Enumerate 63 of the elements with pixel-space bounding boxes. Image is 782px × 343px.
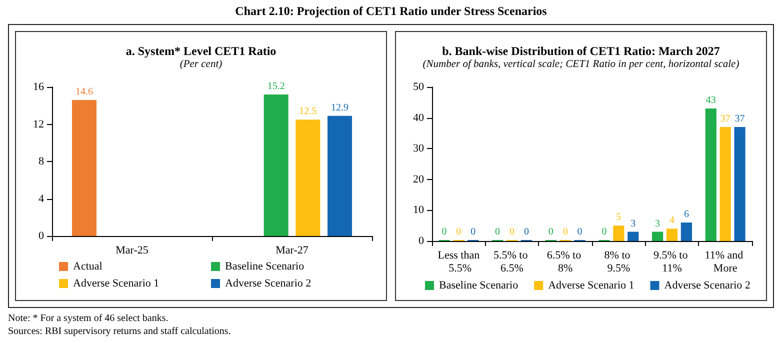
y-tick-label: 12 [33,118,44,130]
x-tick-label: 11% and More [704,250,746,274]
y-tick-label: 50 [413,81,424,93]
data-label: 4 [670,215,674,226]
data-label: 0 [442,226,447,238]
data-label: 0 [470,226,476,238]
x-tick-label: Mar-25 [116,244,149,256]
chart-subtitle: (Number of banks, vertical scale; CET1 Ratio in per cent, horizontal scale) [422,59,740,70]
data-label: 0 [510,226,514,238]
bar [613,226,624,241]
y-tick-label: 30 [413,142,424,155]
legend-label: Adverse Scenario 1 [73,278,160,290]
y-tick-label: 4 [38,192,44,205]
data-label: 0 [577,226,582,238]
bar [652,232,664,241]
y-tick-label: 8 [38,156,44,168]
x-tick-label: 5.5% to 6.5% [494,250,530,274]
y-tick-label: 0 [418,235,424,247]
text: Note: * For a system of 46 select banks. [8,312,170,325]
chart-title: b. Bank-wise Distribution of CET1 Ratio: March 2027 [442,44,720,58]
data-label: 12.9 [331,102,349,114]
x-tick-label: Less than 5.5% [438,250,480,274]
data-label: 0 [524,226,529,238]
legend-label: Actual [73,260,102,272]
bar [720,127,731,241]
data-label: 0 [602,226,607,238]
data-label: 0 [456,226,462,238]
data-label: 37 [720,114,730,125]
data-label: 0 [495,226,500,238]
data-label: 6 [684,209,689,220]
data-label: 3 [630,218,636,230]
bar [705,108,716,241]
data-label: 43 [706,95,716,106]
bar [628,232,639,241]
legend-label: Baseline Scenario [225,260,305,272]
y-tick-label: 16 [33,81,44,93]
y-tick-label: 20 [413,173,424,186]
text: Chart 2.10: Projection of CET1 Ratio under Stress Scenarios [234,4,548,19]
x-tick-label: 8% to 9.5% [604,250,634,274]
x-tick-label: Mar-27 [276,244,309,256]
chart-title: a. System* Level CET1 Ratio [126,44,276,58]
data-label: 15.2 [267,80,285,92]
data-label: 37 [734,114,745,125]
x-tick-label: 6.5% to 8% [546,250,584,274]
data-label: 5 [616,212,622,224]
source-note: Sources: RBI supervisory returns and staff calculations. [8,325,232,338]
x-tick-label: 9.5% to 11% [654,250,690,274]
data-label: 12.5 [299,106,317,118]
bar [666,228,678,241]
legend-label: Adverse Scenario 1 [548,280,634,292]
bar [734,127,746,241]
y-tick-label: 10 [413,204,424,216]
y-tick-label: 40 [413,112,424,124]
y-tick-label: 0 [38,230,44,242]
legend-label: Adverse Scenario 2 [225,278,312,290]
data-label: 0 [562,226,568,238]
bar [680,222,692,241]
legend-label: Baseline Scenario [439,280,519,292]
data-label: 14.6 [75,86,93,98]
legend-label: Adverse Scenario 2 [664,280,750,292]
data-label: 3 [655,218,660,230]
data-label: 0 [548,226,554,238]
chart-subtitle: (Per cent) [180,59,223,70]
